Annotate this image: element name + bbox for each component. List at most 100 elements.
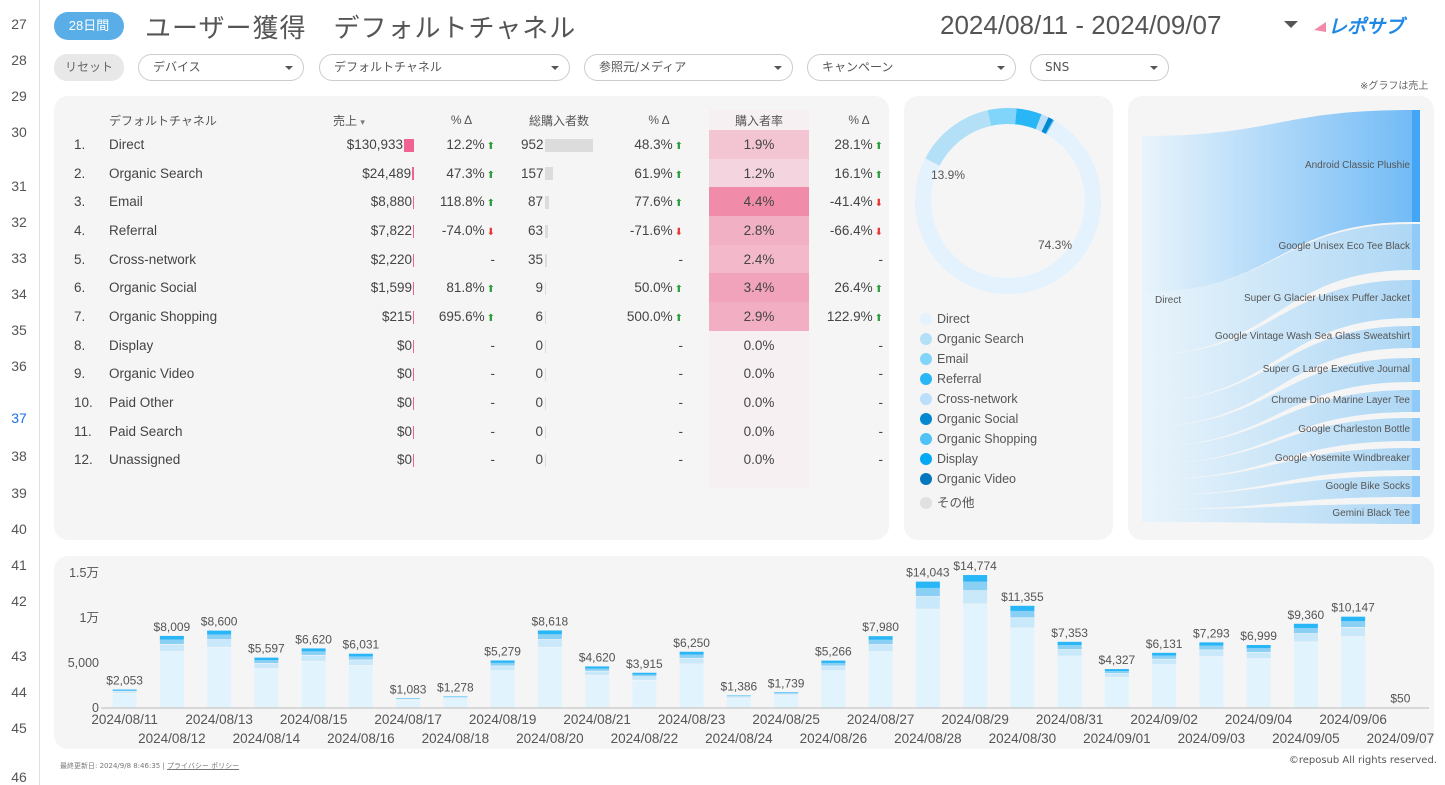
legend-item[interactable]: Direct bbox=[920, 312, 970, 326]
revenue-bar-segment[interactable] bbox=[726, 697, 751, 698]
revenue-bar-segment[interactable] bbox=[348, 660, 373, 666]
legend-item[interactable]: Organic Shopping bbox=[920, 432, 1037, 446]
header-buyers[interactable]: 総購入者数 bbox=[528, 113, 589, 128]
sankey-target-node[interactable] bbox=[1412, 224, 1420, 270]
revenue-bar-segment[interactable] bbox=[821, 671, 846, 708]
revenue-bar-segment[interactable] bbox=[915, 587, 940, 597]
table-row[interactable]: 5. Cross-network $2,220 - 35 - 2.4% - bbox=[64, 244, 909, 274]
revenue-bar-segment[interactable] bbox=[1293, 633, 1318, 642]
revenue-bar-segment[interactable] bbox=[1152, 652, 1177, 656]
source-medium-filter[interactable]: 参照元/メディア bbox=[584, 54, 793, 81]
revenue-bar-segment[interactable] bbox=[585, 675, 610, 708]
revenue-bar-segment[interactable] bbox=[112, 691, 137, 693]
revenue-bar-segment[interactable] bbox=[632, 676, 657, 680]
revenue-bar-segment[interactable] bbox=[396, 700, 421, 708]
revenue-bar-segment[interactable] bbox=[774, 694, 799, 696]
revenue-bar-segment[interactable] bbox=[254, 663, 279, 669]
row-number[interactable]: 42 bbox=[11, 593, 27, 609]
legend-item[interactable]: Cross-network bbox=[920, 392, 1018, 406]
revenue-bar-segment[interactable] bbox=[963, 581, 988, 591]
row-number[interactable]: 45 bbox=[11, 720, 27, 736]
row-number[interactable]: 36 bbox=[11, 358, 27, 374]
table-row[interactable]: 8. Display $0 - 0 - 0.0% - bbox=[64, 330, 909, 360]
revenue-bar-segment[interactable] bbox=[159, 639, 184, 644]
row-number[interactable]: 46 bbox=[11, 769, 27, 785]
donut-slice[interactable] bbox=[925, 110, 992, 166]
revenue-bar-segment[interactable] bbox=[301, 661, 326, 708]
revenue-bar-segment[interactable] bbox=[963, 590, 988, 604]
revenue-bar-segment[interactable] bbox=[1199, 650, 1224, 657]
revenue-bar-segment[interactable] bbox=[443, 697, 468, 699]
row-number[interactable]: 28 bbox=[11, 52, 27, 68]
revenue-bar-segment[interactable] bbox=[868, 636, 893, 640]
revenue-bar-segment[interactable] bbox=[1057, 649, 1082, 656]
sankey-link[interactable] bbox=[1142, 476, 1412, 510]
table-row[interactable]: 12. Unassigned $0 - 0 - 0.0% - bbox=[64, 445, 909, 475]
revenue-bar-segment[interactable] bbox=[1152, 664, 1177, 708]
revenue-bar-segment[interactable] bbox=[159, 644, 184, 652]
table-row[interactable]: 6. Organic Social $1,599 81.8% ⬆ 9 50.0% ⬆ 3.4% 2… bbox=[64, 273, 909, 303]
revenue-bar-segment[interactable] bbox=[254, 668, 279, 708]
revenue-bar-segment[interactable] bbox=[679, 664, 704, 708]
revenue-bar-segment[interactable] bbox=[774, 695, 799, 708]
revenue-bar-segment[interactable] bbox=[490, 670, 515, 708]
revenue-bar-segment[interactable] bbox=[915, 609, 940, 708]
revenue-bar-segment[interactable] bbox=[254, 660, 279, 664]
revenue-bar-segment[interactable] bbox=[585, 671, 610, 675]
row-number[interactable]: 30 bbox=[11, 124, 27, 140]
revenue-bar-segment[interactable] bbox=[112, 693, 137, 708]
revenue-bar-segment[interactable] bbox=[537, 634, 562, 640]
donut-slice[interactable] bbox=[1041, 117, 1054, 134]
revenue-bar-segment[interactable] bbox=[490, 666, 515, 671]
revenue-bar-segment[interactable] bbox=[254, 657, 279, 661]
row-number[interactable]: 43 bbox=[11, 648, 27, 664]
privacy-link[interactable]: プライバシー ポリシー bbox=[167, 762, 240, 770]
revenue-bar-segment[interactable] bbox=[1293, 623, 1318, 628]
donut-slice[interactable] bbox=[987, 108, 1017, 126]
revenue-bar-segment[interactable] bbox=[1010, 605, 1035, 611]
revenue-bar-segment[interactable] bbox=[159, 651, 184, 708]
row-number[interactable]: 44 bbox=[11, 684, 27, 700]
revenue-bar-segment[interactable] bbox=[821, 660, 846, 663]
sankey-target-node[interactable] bbox=[1412, 110, 1420, 222]
row-number[interactable]: 34 bbox=[11, 286, 27, 302]
revenue-bar-segment[interactable] bbox=[1246, 658, 1271, 708]
revenue-bar-segment[interactable] bbox=[1152, 655, 1177, 659]
revenue-bar-segment[interactable] bbox=[679, 651, 704, 655]
donut-slice[interactable] bbox=[1014, 108, 1042, 130]
sankey-target-node[interactable] bbox=[1412, 280, 1420, 318]
reset-button[interactable]: リセット bbox=[54, 54, 124, 81]
sankey-link[interactable] bbox=[1142, 326, 1412, 427]
sankey-link[interactable] bbox=[1142, 390, 1412, 465]
revenue-bar-segment[interactable] bbox=[1199, 656, 1224, 708]
revenue-bar-segment[interactable] bbox=[1104, 669, 1129, 672]
table-row[interactable]: 9. Organic Video $0 - 0 - 0.0% - bbox=[64, 359, 909, 389]
revenue-bar-segment[interactable] bbox=[915, 581, 940, 588]
date-dropdown-icon[interactable] bbox=[1284, 21, 1298, 28]
sankey-link[interactable] bbox=[1142, 224, 1412, 355]
sankey-link[interactable] bbox=[1142, 504, 1412, 524]
revenue-bar-segment[interactable] bbox=[915, 596, 940, 609]
revenue-bar-segment[interactable] bbox=[207, 634, 232, 640]
sankey-target-node[interactable] bbox=[1412, 390, 1420, 412]
sns-filter[interactable]: SNS bbox=[1030, 54, 1169, 81]
revenue-bar-segment[interactable] bbox=[679, 654, 704, 658]
table-row[interactable]: 2. Organic Search $24,489 47.3% ⬆ 157 61.9% ⬆ 1.… bbox=[64, 158, 909, 188]
legend-item[interactable]: Email bbox=[920, 352, 968, 366]
revenue-bar-segment[interactable] bbox=[1246, 648, 1271, 652]
revenue-bar-segment[interactable] bbox=[159, 635, 184, 640]
revenue-bar-segment[interactable] bbox=[1293, 627, 1318, 634]
row-number[interactable]: 32 bbox=[11, 214, 27, 230]
revenue-bar-segment[interactable] bbox=[207, 647, 232, 708]
revenue-bar-segment[interactable] bbox=[443, 696, 468, 698]
revenue-bar-segment[interactable] bbox=[632, 674, 657, 677]
revenue-bar-segment[interactable] bbox=[632, 672, 657, 675]
table-row[interactable]: 11. Paid Search $0 - 0 - 0.0% - bbox=[64, 416, 909, 446]
table-row[interactable]: 1. Direct $130,933 12.2% ⬆ 952 48.3% ⬆ 1.9% 28.1%… bbox=[64, 130, 909, 159]
header-channel[interactable]: デフォルトチャネル bbox=[109, 113, 217, 128]
sankey-target-node[interactable] bbox=[1412, 326, 1420, 348]
period-pill[interactable]: 28日間 bbox=[54, 12, 124, 40]
sankey-target-node[interactable] bbox=[1412, 448, 1420, 470]
row-number[interactable]: 37 bbox=[0, 403, 38, 433]
revenue-bar-segment[interactable] bbox=[774, 692, 799, 694]
